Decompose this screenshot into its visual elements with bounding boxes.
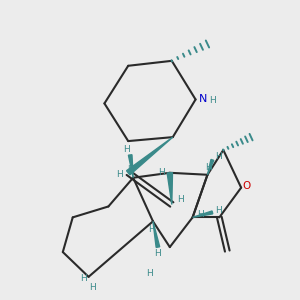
Text: H: H — [80, 274, 87, 283]
Text: N: N — [199, 94, 207, 104]
Text: H: H — [116, 170, 123, 179]
Text: H: H — [154, 249, 161, 258]
Text: H: H — [128, 165, 134, 174]
Text: H: H — [158, 168, 165, 177]
Text: O: O — [242, 181, 250, 191]
Polygon shape — [193, 211, 213, 217]
Polygon shape — [153, 221, 160, 248]
Text: H: H — [209, 97, 216, 106]
Text: H: H — [147, 269, 153, 278]
Text: H: H — [177, 195, 184, 204]
Text: H: H — [216, 206, 222, 215]
Text: H: H — [89, 283, 96, 292]
Polygon shape — [208, 159, 214, 175]
Text: H: H — [197, 210, 204, 219]
Polygon shape — [127, 137, 173, 175]
Text: H: H — [205, 163, 212, 172]
Text: H: H — [216, 152, 222, 161]
Text: H: H — [148, 225, 155, 234]
Polygon shape — [167, 172, 172, 205]
Polygon shape — [128, 155, 133, 178]
Text: H: H — [123, 145, 130, 154]
